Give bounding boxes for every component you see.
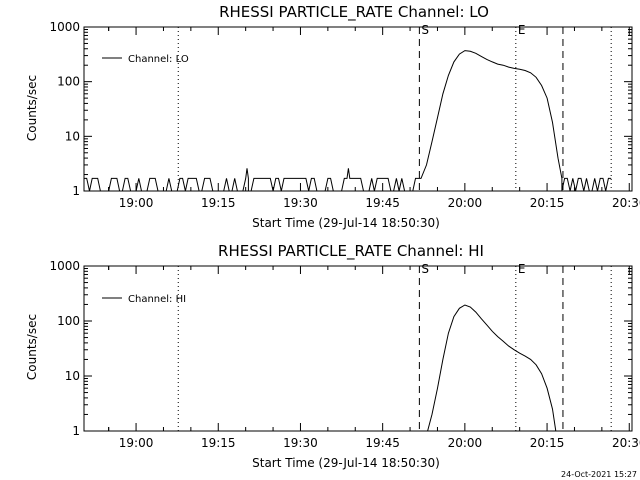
marker-label-hi: S — [421, 262, 429, 276]
lo-channel-panel: RHESSI PARTICLE_RATE Channel: LO Start T… — [25, 3, 640, 230]
x-tick-label-hi: 20:00 — [448, 436, 483, 450]
x-tick-label-hi: 19:45 — [365, 436, 400, 450]
series-line-lo — [84, 50, 612, 192]
chart-title-lo: RHESSI PARTICLE_RATE Channel: LO — [219, 3, 489, 22]
y-tick-label-hi: 1 — [72, 424, 80, 438]
plot-frame-hi — [83, 265, 633, 432]
x-tick-label-hi: 19:15 — [201, 436, 236, 450]
marker-label-lo: E — [518, 23, 526, 37]
y-tick-label-hi: 100 — [57, 314, 80, 328]
x-tick-label-lo: 20:30 — [612, 196, 640, 210]
x-tick-label-hi: 19:00 — [119, 436, 154, 450]
x-tick-label-hi: 19:30 — [283, 436, 318, 450]
x-tick-label-lo: 19:30 — [283, 196, 318, 210]
y-tick-label-hi: 10 — [65, 369, 80, 383]
y-tick-label-lo: 10 — [65, 129, 80, 143]
y-tick-label-hi: 1000 — [49, 259, 80, 273]
x-axis-label-lo: Start Time (29-Jul-14 18:50:30) — [252, 216, 440, 230]
plot-frame-lo — [83, 26, 633, 192]
marker-label-lo: S — [421, 23, 429, 37]
x-axis-label-hi: Start Time (29-Jul-14 18:50:30) — [252, 456, 440, 470]
legend-label-hi: Channel: HI — [128, 294, 186, 305]
y-tick-label-lo: 100 — [57, 75, 80, 89]
x-tick-label-lo: 19:00 — [119, 196, 154, 210]
marker-label-hi: E — [518, 262, 526, 276]
x-tick-label-lo: 20:15 — [530, 196, 565, 210]
y-axis-label-hi: Counts/sec — [25, 314, 39, 380]
x-tick-label-hi: 20:15 — [530, 436, 565, 450]
chart-title-hi: RHESSI PARTICLE_RATE Channel: HI — [218, 242, 484, 261]
y-tick-label-lo: 1 — [72, 184, 80, 198]
y-tick-label-lo: 1000 — [49, 20, 80, 34]
legend-label-lo: Channel: LO — [128, 54, 189, 65]
footer-timestamp: 24-Oct-2021 15:27 — [561, 470, 637, 479]
x-tick-label-lo: 19:45 — [365, 196, 400, 210]
x-tick-label-hi: 20:30 — [612, 436, 640, 450]
y-axis-label-lo: Counts/sec — [25, 75, 39, 141]
x-tick-label-lo: 20:00 — [448, 196, 483, 210]
series-line-hi — [427, 304, 557, 432]
x-tick-label-lo: 19:15 — [201, 196, 236, 210]
hi-channel-panel: RHESSI PARTICLE_RATE Channel: HI Start T… — [25, 242, 640, 470]
